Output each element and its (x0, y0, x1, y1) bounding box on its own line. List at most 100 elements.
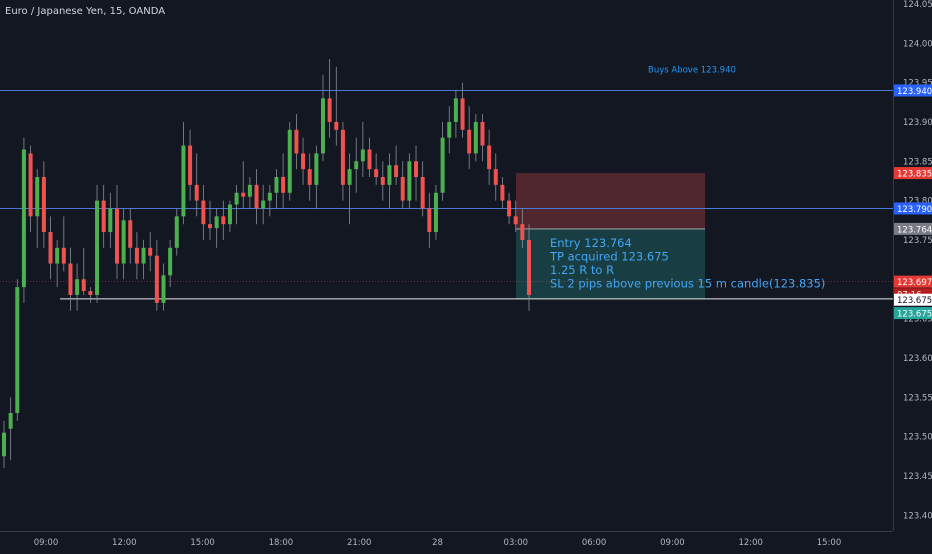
candle-body (473, 121, 478, 154)
price-badge-bg (894, 167, 932, 180)
price-badge-bg (894, 275, 932, 288)
x-tick-label: 03:00 (504, 538, 529, 548)
price-badge-label: 123.940 (897, 87, 932, 97)
candle-body (274, 177, 279, 193)
candle-body (414, 161, 419, 177)
candle-body (214, 216, 219, 229)
candle-body (320, 98, 325, 154)
x-tick-label: 15:00 (817, 538, 842, 548)
buys-above-label: Buys Above 123.940 (648, 65, 736, 75)
candle-body (374, 169, 379, 177)
candle-body (154, 255, 159, 303)
y-tick-label: 124.050 (903, 0, 932, 10)
candle-body (8, 413, 13, 429)
candle-body (108, 208, 113, 233)
candle-body (114, 208, 119, 264)
candle-body (334, 121, 339, 130)
x-tick-label: 09:00 (660, 538, 685, 548)
candle-body (380, 177, 385, 185)
y-tick-label: 123.450 (903, 472, 932, 482)
candle-body (128, 220, 133, 248)
candle-body (261, 200, 266, 209)
candle-body (487, 145, 492, 170)
candle-body (75, 279, 80, 295)
price-badge-bg (894, 84, 932, 97)
candle-body (68, 263, 73, 295)
candle-body (281, 177, 286, 193)
candle-body (201, 200, 206, 225)
candle-body (500, 184, 505, 201)
candle-body (174, 216, 179, 248)
candle-body (95, 200, 100, 295)
candle-body (507, 200, 512, 217)
stop-zone (516, 173, 705, 229)
candle-body (234, 192, 239, 205)
candle-body (294, 129, 299, 154)
candle-body (267, 192, 272, 201)
trade-note-line: TP acquired 123.675 (549, 250, 669, 264)
y-tick-label: 123.800 (903, 197, 932, 207)
candle-body (55, 247, 60, 264)
candle-body (347, 169, 352, 185)
candle-body (194, 184, 199, 201)
y-tick-label: 123.950 (903, 79, 932, 89)
x-tick-label: 06:00 (582, 538, 607, 548)
candle-body (427, 208, 432, 233)
x-tick-label: 09:00 (34, 538, 59, 548)
target-zone (516, 228, 705, 299)
trade-note-line: 1.25 R to R (550, 263, 614, 277)
candle-body (327, 98, 332, 122)
y-tick-label: 123.600 (903, 354, 932, 364)
candle-body (467, 129, 472, 154)
candle-body (141, 247, 146, 264)
candle-body (247, 184, 252, 197)
candle-body (148, 247, 153, 256)
candle-body (354, 161, 359, 170)
y-tick-label: 123.900 (903, 118, 932, 128)
candle-body (407, 161, 412, 201)
candle-body (241, 192, 246, 197)
price-badge-bg (894, 293, 932, 306)
price-badge-bg (894, 202, 932, 215)
candle-body (254, 184, 259, 209)
price-badge-bg (894, 307, 932, 320)
candle-body (287, 129, 292, 193)
candle-body (2, 432, 6, 457)
candle-body (21, 149, 26, 288)
candle-body (513, 216, 518, 225)
chart-title: Euro / Japanese Yen, 15, OANDA (5, 6, 166, 17)
candle-body (340, 129, 345, 185)
candle-body (520, 224, 525, 240)
candle-body (440, 137, 445, 193)
candle-body (460, 98, 465, 130)
candle-body (387, 165, 392, 185)
price-badge-label: 123.790 (897, 205, 932, 215)
x-tick-label: 28 (432, 538, 443, 548)
candle-body (307, 169, 312, 185)
candle-body (15, 287, 20, 413)
candle-body (88, 291, 93, 295)
price-badge-bg (894, 222, 932, 235)
candle-body (161, 275, 166, 303)
candle-body (221, 216, 226, 225)
candle-body (81, 279, 86, 292)
price-badge-label: 123.697 (897, 278, 932, 288)
candle-body (433, 192, 438, 233)
candle-body (447, 121, 452, 138)
candle-body (168, 247, 173, 276)
candle-body (453, 98, 458, 122)
price-badge-label: 123.764 (897, 225, 932, 235)
candle-body (420, 177, 425, 209)
price-badge-label: 123.835 (897, 170, 932, 180)
trade-note-line: Entry 123.764 (550, 236, 632, 250)
y-tick-label: 123.400 (903, 511, 932, 521)
x-tick-label: 12:00 (738, 538, 763, 548)
candle-body (314, 153, 319, 185)
y-tick-label: 123.500 (903, 433, 932, 443)
price-badge-label: 123.675 (897, 310, 932, 320)
candle-body (121, 220, 126, 264)
x-tick-label: 18:00 (269, 538, 294, 548)
candle-body (28, 153, 33, 217)
